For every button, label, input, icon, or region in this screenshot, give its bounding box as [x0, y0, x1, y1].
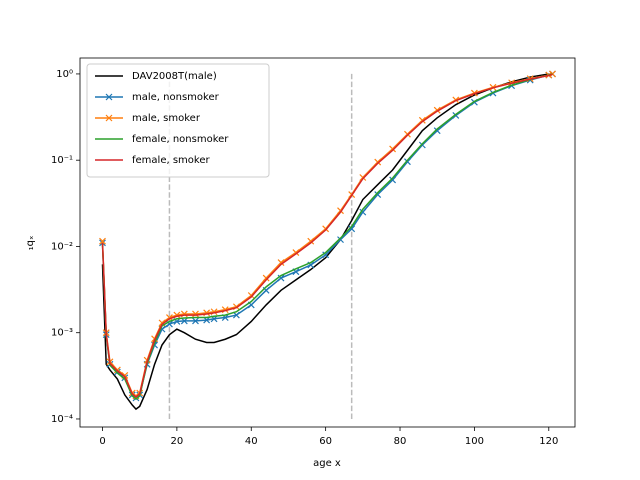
marker	[277, 274, 285, 282]
marker	[192, 310, 199, 318]
marker	[348, 225, 356, 233]
series-line	[101, 73, 553, 398]
x-axis-label: age x	[313, 458, 341, 469]
y-tick-label: 10⁻⁴	[51, 414, 73, 425]
marker	[374, 158, 382, 166]
marker	[389, 176, 397, 184]
marker	[192, 317, 199, 325]
series-line	[101, 73, 549, 411]
y-axis-label: ₁qₓ	[25, 236, 36, 251]
series-line	[101, 73, 553, 401]
y-tick-label: 10⁻³	[51, 328, 73, 339]
marker	[262, 274, 270, 282]
legend-label: female, nonsmoker	[132, 134, 229, 145]
x-tick-label: 0	[99, 436, 105, 447]
marker	[307, 237, 315, 245]
x-tick-label: 60	[319, 436, 332, 447]
y-tick-label: 10⁰	[56, 69, 73, 80]
marker	[389, 145, 397, 153]
x-tick-label: 80	[394, 436, 407, 447]
legend-label: male, nonsmoker	[132, 92, 220, 103]
legend-label: female, smoker	[132, 155, 210, 166]
marker	[322, 251, 330, 259]
marker	[433, 127, 441, 135]
legend-marker	[105, 93, 113, 101]
y-tick-label: 10⁻²	[51, 241, 73, 252]
x-tick-label: 120	[539, 436, 558, 447]
x-tick-label: 100	[465, 436, 484, 447]
legend-label: male, smoker	[132, 113, 201, 124]
marker	[359, 208, 367, 216]
marker	[99, 237, 106, 245]
marker	[359, 174, 367, 181]
x-tick-label: 20	[171, 436, 184, 447]
x-tick-label: 40	[245, 436, 258, 447]
marker	[418, 116, 426, 124]
legend-marker	[105, 114, 113, 122]
legend-label: DAV2008T(male)	[132, 71, 217, 82]
plot-frame	[79, 57, 576, 428]
marker	[337, 236, 344, 244]
y-tick-label: 10⁻¹	[51, 155, 73, 166]
marker	[277, 259, 285, 267]
legend-box	[86, 63, 270, 178]
marker	[374, 191, 382, 198]
